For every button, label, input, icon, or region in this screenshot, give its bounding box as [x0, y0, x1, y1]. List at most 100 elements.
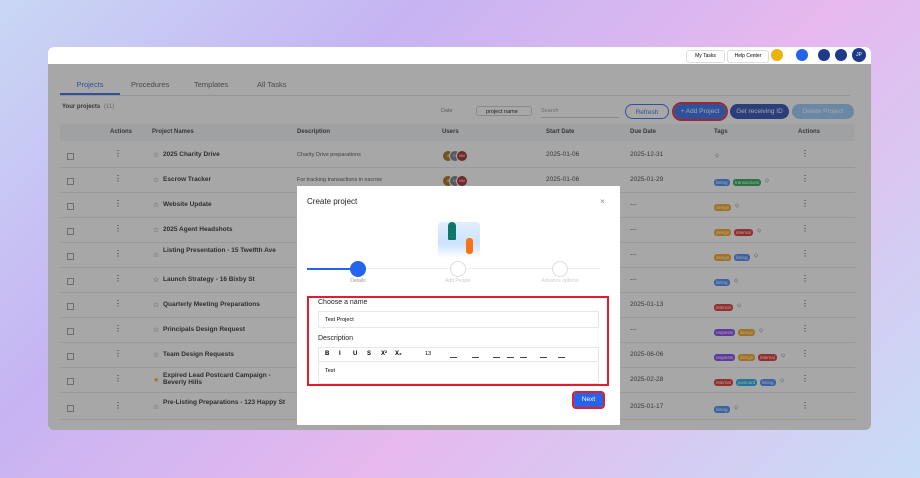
- row-checkbox[interactable]: [67, 303, 74, 310]
- row-actions[interactable]: ⋮: [114, 149, 122, 158]
- name-input[interactable]: Test Project: [318, 311, 599, 328]
- favorite-star[interactable]: ☆: [153, 327, 160, 334]
- tab[interactable]: Procedures: [131, 80, 170, 89]
- column-header[interactable]: Description: [297, 129, 331, 135]
- my-tasks-button[interactable]: My Tasks: [686, 50, 725, 63]
- editor-tool[interactable]: I: [339, 351, 341, 357]
- row-actions[interactable]: ⋮: [114, 249, 122, 258]
- tag-icon[interactable]: ⬦: [780, 378, 785, 384]
- favorite-star[interactable]: ★: [153, 377, 160, 384]
- column-header[interactable]: Project Names: [152, 129, 194, 135]
- receiving-id-button[interactable]: Get receiving ID: [730, 104, 789, 119]
- tag-icon[interactable]: ⬦: [735, 203, 740, 209]
- sort-select[interactable]: project name: [476, 106, 532, 116]
- date-filter[interactable]: Date: [441, 108, 453, 114]
- delete-project-button[interactable]: Delete Project: [792, 104, 854, 119]
- favorite-star[interactable]: ☆: [153, 277, 160, 284]
- row-actions[interactable]: ⋮: [801, 274, 809, 283]
- editor-tool[interactable]: [472, 350, 479, 358]
- description-input[interactable]: Test: [318, 362, 599, 384]
- favorite-star[interactable]: ☆: [153, 227, 160, 234]
- editor-tool[interactable]: [450, 350, 457, 358]
- project-name[interactable]: Website Update: [163, 201, 212, 208]
- search-input[interactable]: Search: [541, 104, 619, 118]
- row-actions[interactable]: ⋮: [801, 401, 809, 410]
- project-name[interactable]: Quarterly Meeting Preparations: [163, 301, 260, 308]
- row-actions[interactable]: ⋮: [801, 249, 809, 258]
- row-actions[interactable]: ⋮: [801, 149, 809, 158]
- row-checkbox[interactable]: [67, 153, 74, 160]
- column-header[interactable]: Tags: [714, 129, 728, 135]
- favorite-star[interactable]: ☆: [153, 404, 160, 411]
- tab[interactable]: Templates: [194, 80, 229, 89]
- tag-icon[interactable]: ⬦: [781, 353, 786, 359]
- tab[interactable]: All Tasks: [257, 80, 287, 89]
- editor-tool[interactable]: [540, 350, 547, 358]
- refresh-button[interactable]: Refresh: [625, 104, 669, 119]
- tag-icon[interactable]: ⬦: [759, 328, 764, 334]
- row-checkbox[interactable]: [67, 253, 74, 260]
- help-center-button[interactable]: Help Center: [727, 50, 769, 63]
- favorite-star[interactable]: ☆: [153, 152, 160, 159]
- project-name[interactable]: Principals Design Request: [163, 326, 245, 333]
- help-icon[interactable]: [835, 49, 847, 61]
- editor-tool[interactable]: X₂: [395, 351, 402, 357]
- row-actions[interactable]: ⋮: [114, 174, 122, 183]
- row-checkbox[interactable]: [67, 278, 74, 285]
- tab[interactable]: Projects: [76, 80, 104, 89]
- editor-tool[interactable]: B: [325, 351, 330, 357]
- row-actions[interactable]: ⋮: [801, 174, 809, 183]
- editor-tool[interactable]: U: [353, 351, 358, 357]
- project-name[interactable]: Launch Strategy - 16 Bixby St: [163, 276, 255, 283]
- editor-tool[interactable]: [558, 350, 565, 358]
- row-actions[interactable]: ⋮: [801, 299, 809, 308]
- next-button[interactable]: Next: [572, 391, 605, 409]
- project-name[interactable]: 2025 Agent Headshots: [163, 226, 233, 233]
- favorite-star[interactable]: ☆: [153, 177, 160, 184]
- row-actions[interactable]: ⋮: [114, 274, 122, 283]
- activity-icon[interactable]: [796, 49, 808, 61]
- row-actions[interactable]: ⋮: [114, 299, 122, 308]
- row-checkbox[interactable]: [67, 405, 74, 412]
- favorite-star[interactable]: ☆: [153, 352, 160, 359]
- column-header[interactable]: Start Date: [546, 129, 575, 135]
- favorite-star[interactable]: ☆: [153, 202, 160, 209]
- chat-icon[interactable]: [771, 49, 783, 61]
- font-size-select[interactable]: 13: [425, 351, 432, 357]
- project-name[interactable]: Listing Presentation - 15 Twelfth Ave: [163, 247, 276, 254]
- row-actions[interactable]: ⋮: [114, 324, 122, 333]
- column-header[interactable]: Due Date: [630, 129, 657, 135]
- tag-icon[interactable]: ⬦: [737, 303, 742, 309]
- project-name[interactable]: Expired Lead Postcard Campaign - Beverly…: [163, 372, 271, 386]
- tag-icon[interactable]: ⬦: [765, 178, 770, 184]
- row-actions[interactable]: ⋮: [114, 224, 122, 233]
- row-checkbox[interactable]: [67, 203, 74, 210]
- row-checkbox[interactable]: [67, 178, 74, 185]
- row-actions[interactable]: ⋮: [801, 374, 809, 383]
- tag-icon[interactable]: ⬦: [757, 228, 762, 234]
- tag-icon[interactable]: ⬦: [715, 153, 720, 159]
- row-checkbox[interactable]: [67, 228, 74, 235]
- row-actions[interactable]: ⋮: [114, 374, 122, 383]
- modal-close[interactable]: ×: [600, 197, 605, 206]
- notifications-icon[interactable]: [818, 49, 830, 61]
- row-actions[interactable]: ⋮: [114, 401, 122, 410]
- row-actions[interactable]: ⋮: [801, 324, 809, 333]
- project-name[interactable]: Pre-Listing Preparations - 123 Happy St: [163, 399, 286, 406]
- row-checkbox[interactable]: [67, 378, 74, 385]
- row-actions[interactable]: ⋮: [801, 349, 809, 358]
- favorite-star[interactable]: ☆: [153, 252, 160, 259]
- tag-icon[interactable]: ⬦: [754, 253, 759, 259]
- column-header[interactable]: Users: [442, 129, 459, 135]
- project-name[interactable]: Team Design Requests: [163, 351, 235, 358]
- row-checkbox[interactable]: [67, 328, 74, 335]
- favorite-star[interactable]: ☆: [153, 302, 160, 309]
- tag-icon[interactable]: ⬦: [734, 405, 739, 411]
- tag-icon[interactable]: ⬦: [734, 278, 739, 284]
- editor-tool[interactable]: X²: [381, 351, 387, 357]
- project-name[interactable]: Escrow Tracker: [163, 176, 212, 183]
- user-avatar[interactable]: JP: [852, 48, 866, 62]
- row-actions[interactable]: ⋮: [114, 199, 122, 208]
- project-name[interactable]: 2025 Charity Drive: [163, 151, 220, 158]
- row-checkbox[interactable]: [67, 353, 74, 360]
